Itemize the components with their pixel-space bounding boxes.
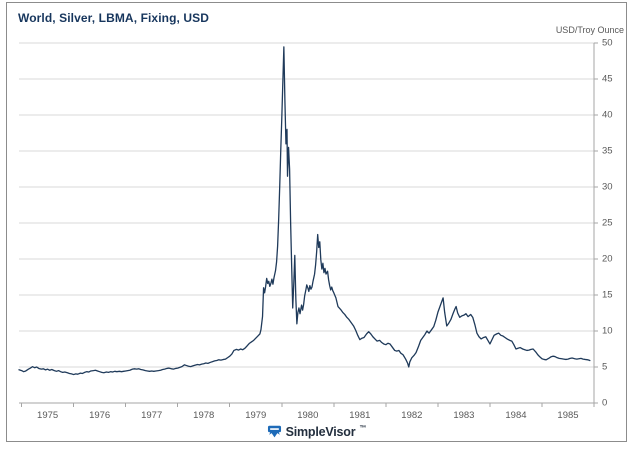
y-tick-label: 0 bbox=[602, 398, 607, 409]
chart-panel: World, Silver, LBMA, Fixing, USD 0 5 10 15 2… bbox=[6, 2, 627, 442]
brand-footer: SimpleVisor ™ bbox=[7, 423, 626, 441]
trademark-symbol: ™ bbox=[359, 424, 367, 432]
x-tick-label: 1977 bbox=[141, 410, 162, 421]
y-tick-label: 40 bbox=[602, 110, 613, 121]
y-tick-label: 25 bbox=[602, 218, 613, 229]
x-tick-label: 1976 bbox=[89, 410, 110, 421]
y-tick-label: 15 bbox=[602, 290, 613, 301]
y-tick-label: 5 bbox=[602, 362, 607, 373]
simplevisor-logo-icon bbox=[267, 425, 282, 439]
y-tick-label: 20 bbox=[602, 254, 613, 265]
x-tick-label: 1981 bbox=[349, 410, 370, 421]
y-tick-label: 30 bbox=[602, 182, 613, 193]
y-tick-label: 35 bbox=[602, 146, 613, 157]
x-tick-label: 1983 bbox=[453, 410, 474, 421]
x-tick-label: 1975 bbox=[37, 410, 58, 421]
chart-canvas: 0 5 10 15 20 25 30 35 40 45 50 1975 1976 1977 1978 1979… bbox=[18, 25, 624, 421]
chart-title: World, Silver, LBMA, Fixing, USD bbox=[18, 11, 209, 25]
y-tick-label: 10 bbox=[602, 326, 613, 337]
y-tick-label: 50 bbox=[602, 38, 613, 49]
x-tick-label: 1978 bbox=[193, 410, 214, 421]
y-tick-label: 45 bbox=[602, 74, 613, 85]
axis-unit-label: USD/Troy Ounce bbox=[556, 25, 624, 35]
x-tick-label: 1985 bbox=[557, 410, 578, 421]
brand-name: SimpleVisor bbox=[285, 425, 356, 439]
x-tick-label: 1979 bbox=[245, 410, 266, 421]
x-tick-label: 1982 bbox=[401, 410, 422, 421]
price-line bbox=[18, 46, 591, 376]
x-tick-label: 1984 bbox=[505, 410, 526, 421]
x-tick-label: 1980 bbox=[297, 410, 318, 421]
